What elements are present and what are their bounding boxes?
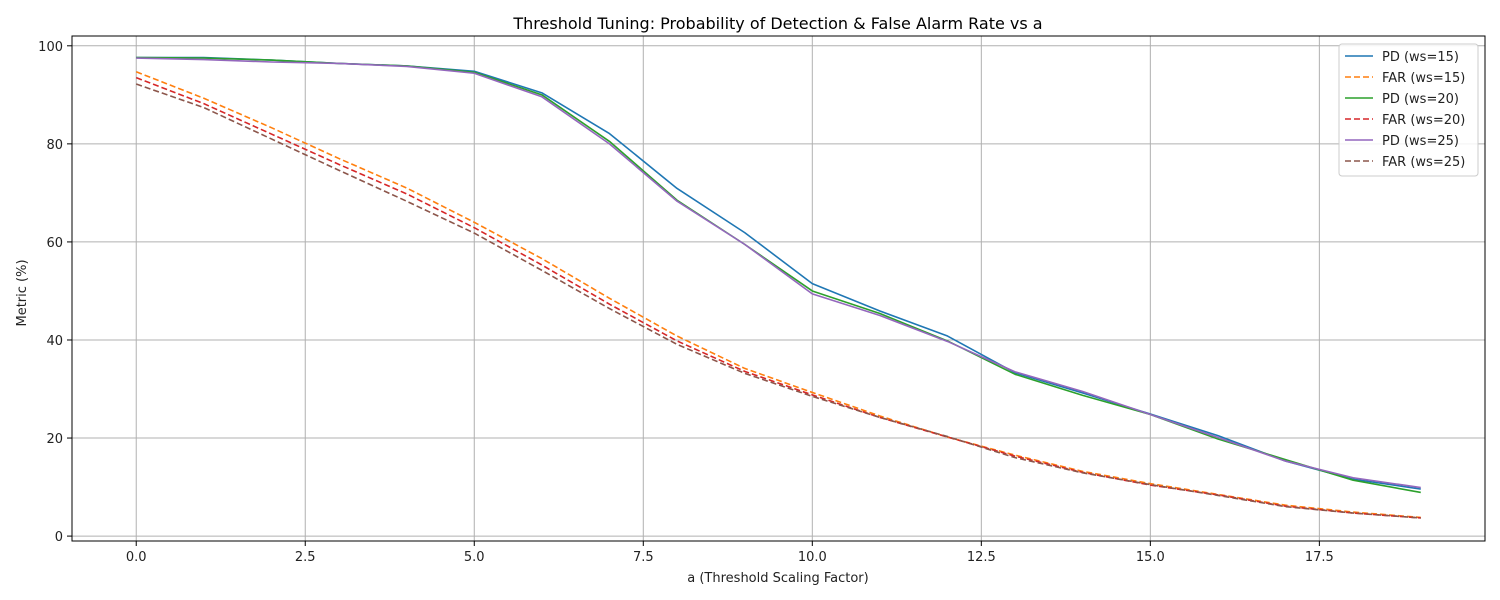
axis-ticks: 0.0 2.5 5.0 7.5 10.0 12.5 15.0 17.5 0 20 40 60 80 100 [38,40,1334,565]
x-tick-label: 0.0 [126,550,147,565]
x-tick-label: 5.0 [464,550,485,565]
plot-frame [71,35,1486,542]
legend-entry-label: FAR (ws=20) [1382,113,1465,128]
legend-entry-label: FAR (ws=25) [1382,155,1465,170]
grid [72,36,1485,541]
y-axis-label: Metric (%) [15,259,30,326]
legend-entry-label: PD (ws=15) [1382,50,1459,65]
series-lines [135,56,1421,519]
x-tick-label: 10.0 [798,550,827,565]
y-tick-label: 40 [46,334,63,349]
y-tick-label: 0 [55,530,63,545]
x-tick-label: 17.5 [1305,550,1334,565]
x-tick-label: 12.5 [967,550,996,565]
y-tick-label: 20 [46,432,63,447]
legend-entry-label: FAR (ws=15) [1382,71,1465,86]
y-tick-label: 100 [38,40,63,55]
legend-entry-label: PD (ws=20) [1382,92,1459,107]
legend: PD (ws=15) FAR (ws=15) PD (ws=20) FAR (ws=2… [1338,43,1479,177]
legend-entry-label: PD (ws=25) [1382,134,1459,149]
x-axis-label: a (Threshold Scaling Factor) [687,571,868,586]
y-tick-label: 60 [46,236,63,251]
x-tick-label: 2.5 [295,550,316,565]
chart-title: Threshold Tuning: Probability of Detecti… [512,14,1042,33]
x-tick-label: 15.0 [1136,550,1165,565]
legend-box [1338,43,1479,177]
series-line-5 [136,57,1421,489]
y-tick-label: 80 [46,138,63,153]
x-tick-label: 7.5 [633,550,654,565]
series-line-6 [135,83,1421,519]
